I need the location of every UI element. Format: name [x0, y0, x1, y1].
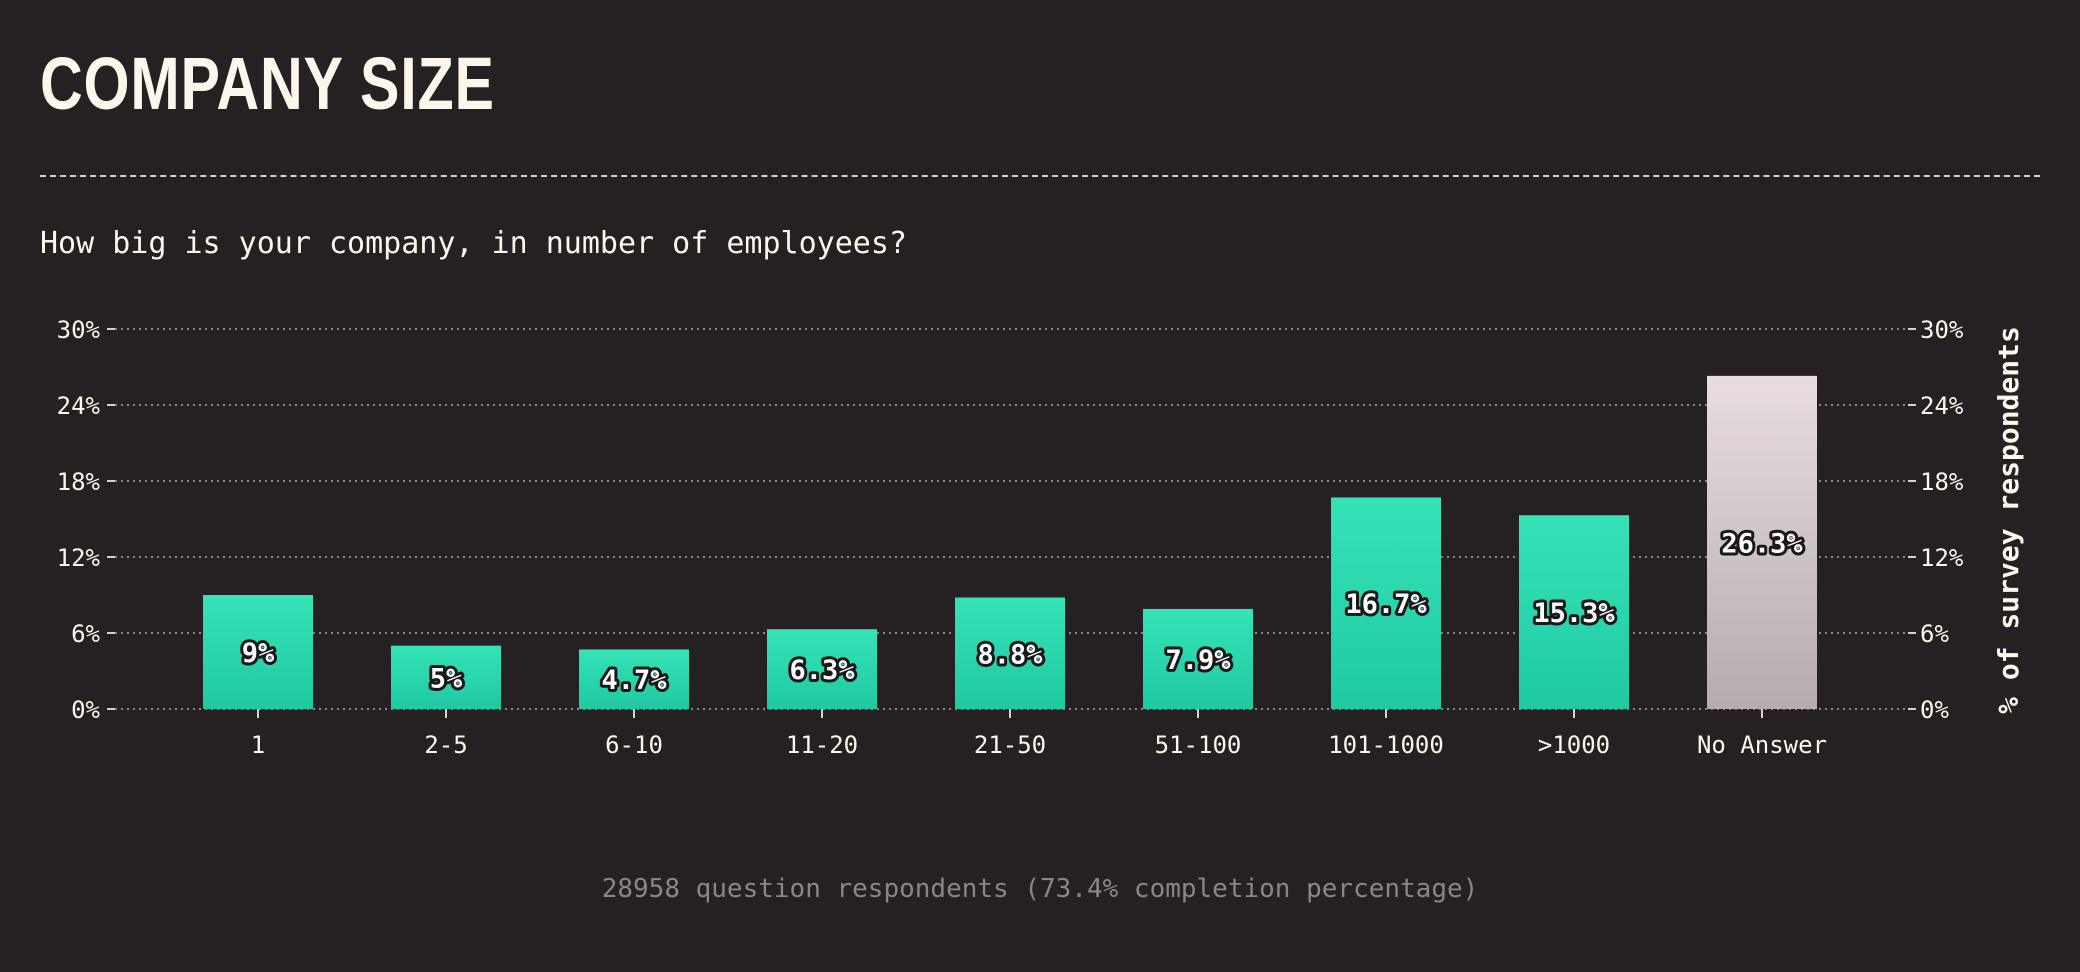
x-tick-label: 6-10 — [605, 731, 663, 759]
x-tick-label: 2-5 — [424, 731, 467, 759]
data-label: 26.3% — [1721, 528, 1803, 559]
data-label: 8.8% — [977, 639, 1043, 670]
chart-question: How big is your company, in number of em… — [40, 226, 907, 261]
bar-11-20 — [767, 629, 877, 709]
data-label: 15.3% — [1533, 598, 1615, 629]
title-divider — [40, 175, 2040, 177]
y-tick-label-left: 18% — [57, 468, 101, 496]
x-tick-label: 21-50 — [974, 731, 1046, 759]
bar-2-5 — [391, 645, 501, 709]
y-tick-label-left: 0% — [71, 696, 100, 724]
y-tick-label-right: 24% — [1920, 392, 1964, 420]
bar-51-100 — [1143, 608, 1253, 709]
y-tick-label-right: 18% — [1920, 468, 1964, 496]
data-label: 5% — [430, 663, 463, 694]
y-tick-label-left: 24% — [57, 392, 101, 420]
data-label: 9% — [242, 638, 275, 669]
y-tick-label-left: 12% — [57, 544, 101, 572]
bar-1 — [203, 595, 313, 709]
y-tick-label-left: 30% — [57, 316, 101, 344]
y-axis-title: % of survey respondents — [1992, 326, 2025, 714]
data-label: 16.7% — [1345, 589, 1427, 620]
y-tick-label-right: 0% — [1920, 696, 1949, 724]
data-label: 6.3% — [789, 655, 855, 686]
x-tick-label: >1000 — [1538, 731, 1610, 759]
x-tick-label: 101-1000 — [1328, 731, 1444, 759]
y-tick-label-right: 6% — [1920, 620, 1949, 648]
x-tick-label: 11-20 — [786, 731, 858, 759]
bar-no-answer — [1707, 375, 1817, 709]
bar-1000 — [1519, 515, 1629, 709]
bar-21-50 — [955, 597, 1065, 709]
x-tick-label: 1 — [251, 731, 265, 759]
respondents-footnote: 28958 question respondents (73.4% comple… — [601, 874, 1479, 904]
bar-101-1000 — [1331, 497, 1441, 709]
y-tick-label-right: 30% — [1920, 316, 1964, 344]
y-tick-label-right: 12% — [1920, 544, 1964, 572]
x-tick-label: No Answer — [1697, 731, 1827, 759]
page-title: COMPANY SIZE — [40, 42, 495, 125]
x-tick-label: 51-100 — [1155, 731, 1242, 759]
data-label: 7.9% — [1165, 645, 1231, 676]
bar-chart: 9% 5% 4.7% 6.3% 8.8% 7.9% 16.7% 15.3% 26.3% 0% 0%… — [57, 316, 2025, 759]
y-tick-label-left: 6% — [71, 620, 100, 648]
data-label: 4.7% — [601, 665, 667, 696]
bar-6-10 — [579, 649, 689, 709]
